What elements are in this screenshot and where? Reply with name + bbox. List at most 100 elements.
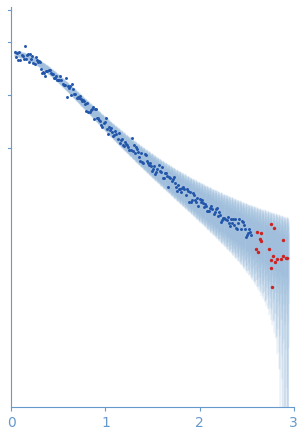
Point (205, 207, 210, 214)
Point (112, 132, 117, 139)
Point (96, 114, 101, 121)
Point (31, 60, 36, 67)
Point (16, 57, 21, 64)
Point (188, 198, 193, 205)
Point (278, 255, 283, 262)
Point (228, 215, 233, 222)
Point (83, 100, 88, 107)
Point (81, 96, 85, 103)
Point (95, 114, 99, 121)
Point (168, 174, 173, 181)
Point (92, 115, 96, 122)
Point (203, 200, 207, 207)
Point (154, 169, 159, 176)
Point (223, 215, 228, 222)
Point (238, 225, 243, 232)
Point (179, 188, 184, 195)
Point (90, 103, 95, 110)
Point (49, 70, 54, 77)
Point (32, 61, 37, 68)
Point (84, 107, 89, 114)
Point (197, 196, 202, 203)
Point (236, 219, 241, 226)
Point (233, 215, 238, 222)
Point (97, 117, 102, 124)
Point (249, 231, 254, 238)
Point (38, 59, 42, 66)
Point (268, 264, 273, 271)
Point (43, 72, 48, 79)
Point (141, 160, 146, 166)
Point (38, 65, 43, 72)
Point (189, 196, 194, 203)
Point (87, 109, 92, 116)
Point (209, 202, 214, 209)
Point (241, 222, 246, 229)
Point (173, 184, 178, 191)
Point (165, 172, 170, 179)
Point (225, 214, 230, 221)
Point (78, 95, 83, 102)
Point (125, 142, 130, 149)
Point (130, 148, 135, 155)
Point (89, 105, 94, 112)
Point (235, 225, 240, 232)
Point (171, 174, 176, 181)
Point (213, 206, 218, 213)
Point (201, 204, 206, 211)
Point (255, 248, 260, 255)
Point (92, 105, 97, 112)
Point (132, 149, 137, 156)
Point (64, 94, 69, 101)
Point (128, 146, 133, 153)
Point (120, 135, 124, 142)
Point (211, 211, 216, 218)
Point (85, 99, 90, 106)
Point (122, 142, 127, 149)
Point (42, 70, 47, 77)
Point (55, 76, 59, 83)
Point (182, 185, 187, 192)
Point (162, 174, 167, 181)
Point (195, 194, 200, 201)
Point (52, 75, 56, 82)
Point (207, 207, 212, 214)
Point (99, 121, 104, 128)
Point (114, 130, 119, 137)
Point (226, 219, 231, 226)
Point (222, 215, 227, 222)
Point (126, 144, 131, 151)
Point (217, 209, 221, 216)
Point (140, 159, 145, 166)
Point (60, 80, 65, 87)
Point (194, 198, 199, 205)
Point (240, 218, 245, 225)
Point (170, 176, 175, 183)
Point (186, 198, 191, 205)
Point (44, 67, 49, 74)
Point (46, 67, 51, 74)
Point (172, 180, 177, 187)
Point (243, 233, 248, 240)
Point (57, 76, 62, 83)
Point (134, 144, 138, 151)
Point (221, 215, 226, 222)
Point (268, 257, 273, 264)
Point (56, 77, 61, 84)
Point (35, 59, 40, 66)
Point (36, 58, 41, 65)
Point (254, 229, 259, 236)
Point (206, 207, 211, 214)
Point (71, 86, 76, 93)
Point (109, 125, 113, 132)
Point (219, 218, 224, 225)
Point (88, 107, 93, 114)
Point (63, 74, 68, 81)
Point (68, 83, 73, 90)
Point (22, 43, 27, 50)
Point (110, 128, 115, 135)
Point (149, 163, 153, 170)
Point (21, 55, 26, 62)
Point (54, 73, 59, 80)
Point (160, 174, 165, 181)
